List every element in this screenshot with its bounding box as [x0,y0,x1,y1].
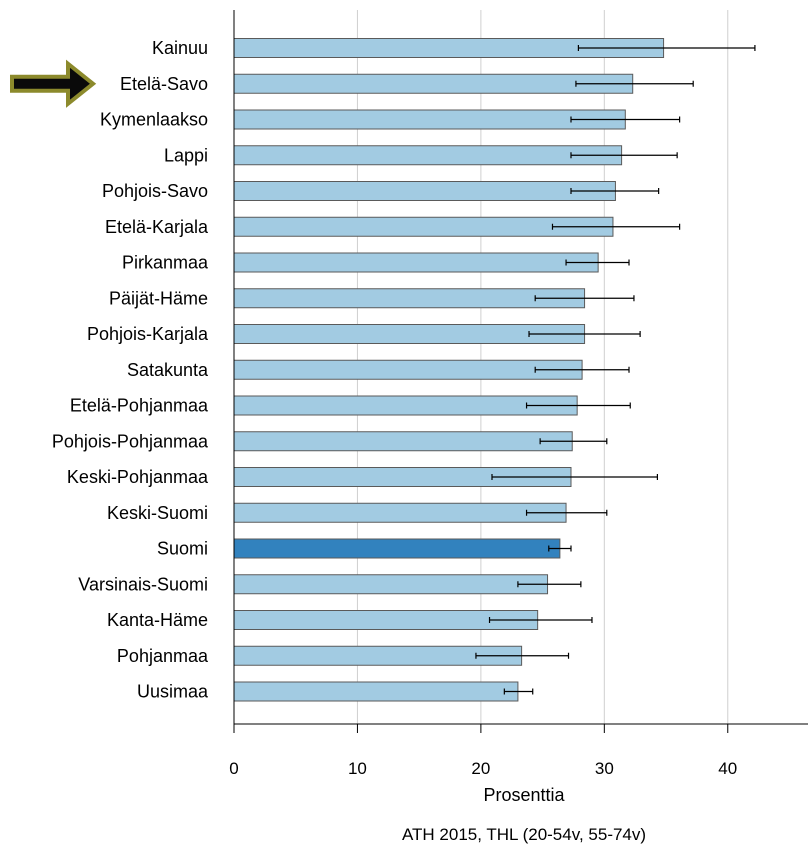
source-note: ATH 2015, THL (20-54v, 55-74v) [402,825,646,844]
error-bar [475,652,570,659]
category-label: Keski-Suomi [107,503,208,523]
x-tick-label: 0 [229,759,238,778]
x-tick-label: 40 [718,759,737,778]
bar [233,395,578,416]
bar [233,681,519,702]
error-bars [475,45,756,695]
error-bar [570,116,681,123]
bar [233,252,599,273]
x-tick-label: 10 [348,759,367,778]
category-label: Pohjois-Pohjanmaa [52,431,209,451]
bar [233,574,549,595]
category-label: Pirkanmaa [122,253,209,273]
bar-highlight [233,538,561,559]
error-bar [525,402,631,409]
error-bar [503,688,534,695]
error-bar [517,581,582,588]
bar [233,502,567,523]
bar [233,145,623,166]
error-bar [539,438,608,445]
error-bar [570,152,678,159]
error-bar [565,259,630,266]
error-bar [534,295,635,302]
category-label: Etelä-Pohjanmaa [70,396,209,416]
error-bar [575,80,694,87]
category-label: Satakunta [127,360,209,380]
category-labels: Kainuu Etelä-Savo Kymenlaakso Lappi Pohjois-… [52,38,209,702]
category-label: Kanta-Häme [107,610,208,630]
bar [233,181,616,201]
category-label: Etelä-Karjala [105,217,209,237]
error-bar [488,617,593,623]
bar [233,288,586,309]
error-bar [551,223,681,230]
bar [233,359,583,380]
x-axis-title: Prosenttia [483,785,565,805]
error-bar [491,474,659,480]
category-label: Päijät-Häme [109,288,208,308]
category-label: Pohjanmaa [117,646,209,666]
error-bar [525,509,608,516]
category-label: Pohjois-Karjala [87,324,209,344]
axes [233,10,808,733]
category-label: Pohjois-Savo [102,181,208,201]
category-label: Uusimaa [137,682,209,702]
category-label: Kymenlaakso [100,110,208,130]
category-label: Kainuu [152,38,208,58]
error-bar [528,331,641,337]
error-bar [534,366,630,373]
x-tick-label: 30 [595,759,614,778]
arrow-shape [10,59,97,108]
category-label: Keski-Pohjanmaa [67,467,209,487]
x-tick-labels: 0 10 20 30 40 [229,759,737,778]
bar [233,109,626,130]
category-label: Suomi [157,539,208,559]
right-arrow-icon [10,59,97,108]
bar [233,431,573,452]
category-label: Varsinais-Suomi [78,574,208,594]
x-tick-label: 20 [471,759,490,778]
bars [233,38,665,702]
category-label: Etelä-Savo [120,74,208,94]
error-bar [570,188,660,194]
error-bar [548,545,572,552]
category-label: Lappi [164,145,208,165]
bar [233,73,634,94]
error-bar [577,45,756,51]
